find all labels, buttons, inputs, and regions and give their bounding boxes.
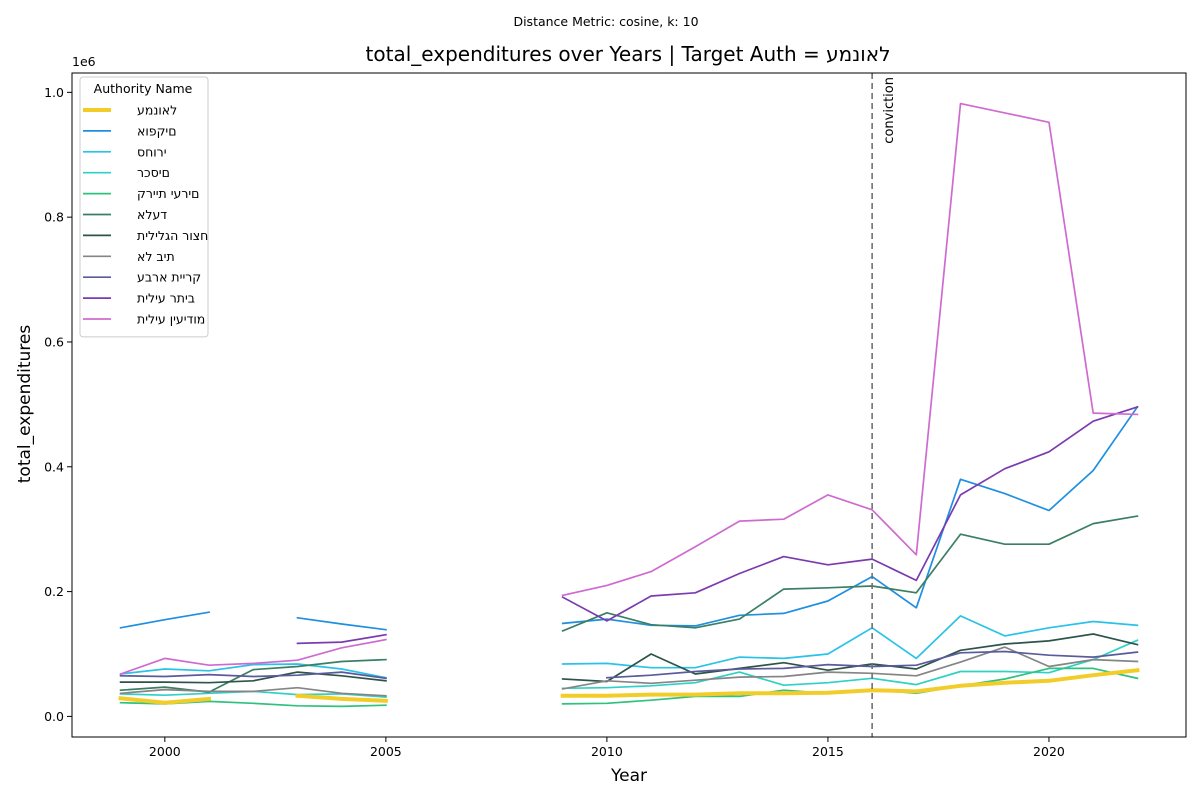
y-tick-label: 0.2 <box>44 584 64 599</box>
x-tick-label: 2010 <box>591 744 623 759</box>
series-5 <box>119 515 1139 693</box>
series-7 <box>119 646 1139 697</box>
series-line-segment <box>119 671 387 680</box>
chart-title: total_expenditures over Years | Target A… <box>366 42 891 66</box>
series-line-segment <box>296 616 387 631</box>
legend: Authority Name לאונמע םיקפוא ירוחס םיסכר םירע… <box>79 76 209 338</box>
series-10 <box>119 102 1139 676</box>
series-line-segment <box>119 658 387 693</box>
series-layer <box>118 102 1140 708</box>
series-0 <box>118 667 1140 705</box>
conviction-marker: conviction <box>871 73 897 737</box>
y-axis-label: total_expenditures <box>15 325 35 484</box>
axes: 2000 2005 2010 2015 2020 0.0 0.2 0.4 0.6 0.8 1.0 <box>44 72 1187 759</box>
legend-title: Authority Name <box>94 81 193 96</box>
series-line-segment <box>118 696 212 705</box>
y-tick-label: 0.4 <box>44 459 64 474</box>
series-line-segment <box>561 515 1139 633</box>
legend-entry: םיסכר <box>137 165 170 180</box>
series-line-segment <box>119 671 387 684</box>
series-line-segment <box>296 633 387 645</box>
legend-entry: קריית ארבע <box>137 270 201 285</box>
y-tick-label: 0.0 <box>44 709 64 724</box>
series-line-segment <box>561 102 1139 597</box>
series-line-segment <box>119 638 387 676</box>
series-line-segment <box>561 633 1139 683</box>
legend-entry: םיקפוא <box>137 123 177 138</box>
series-line-segment <box>561 405 1139 627</box>
x-tick-label: 2020 <box>1033 744 1065 759</box>
legend-entry: ביתר עילית <box>137 291 195 306</box>
axes-frame <box>71 72 1187 738</box>
series-line-segment <box>560 667 1140 698</box>
x-tick-label: 2000 <box>149 744 181 759</box>
series-1 <box>119 405 1139 631</box>
legend-entry: ירוחס <box>137 144 167 159</box>
series-9 <box>296 405 1139 645</box>
series-line-segment <box>119 686 387 697</box>
y-tick-label: 1.0 <box>44 85 64 100</box>
x-axis-label: Year <box>610 766 647 786</box>
series-line-segment <box>561 405 1139 622</box>
series-line-segment <box>295 693 388 703</box>
legend-box <box>79 76 209 338</box>
series-line-segment <box>119 611 210 629</box>
x-tick-label: 2015 <box>812 744 844 759</box>
series-line-segment <box>561 639 1139 690</box>
x-tick-label: 2005 <box>370 744 402 759</box>
series-line-segment <box>561 646 1139 690</box>
legend-entry: מודיעין עילית <box>137 312 205 327</box>
y-axis-multiplier: 1e6 <box>72 54 96 69</box>
legend-entry: דעלא <box>137 207 167 222</box>
series-6 <box>119 633 1139 684</box>
legend-entry: םירעי תיירק <box>137 186 199 201</box>
y-tick-label: 0.6 <box>44 334 64 349</box>
y-tick-label: 0.8 <box>44 210 64 225</box>
legend-entry: תיב לא <box>137 249 175 264</box>
chart-suptitle: Distance Metric: cosine, k: 10 <box>513 14 698 29</box>
legend-entry: לאונמע <box>137 103 177 118</box>
conviction-label: conviction <box>882 77 897 144</box>
legend-entry: חצור הגלילית <box>137 228 208 243</box>
series-line-segment <box>561 615 1139 669</box>
series-2 <box>119 615 1139 679</box>
series-line-segment <box>119 663 387 679</box>
